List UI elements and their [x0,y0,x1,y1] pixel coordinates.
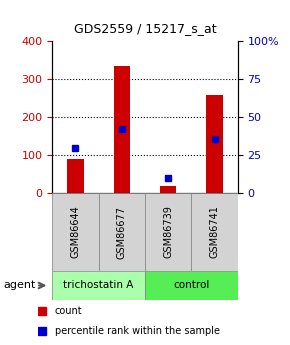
FancyBboxPatch shape [191,193,238,271]
Text: GSM86644: GSM86644 [70,206,80,258]
Text: GDS2559 / 15217_s_at: GDS2559 / 15217_s_at [74,22,216,36]
Text: GSM86739: GSM86739 [163,206,173,258]
Bar [114,66,130,193]
Text: agent: agent [3,280,35,290]
Bar [160,186,176,193]
FancyBboxPatch shape [99,193,145,271]
Text: percentile rank within the sample: percentile rank within the sample [55,326,220,336]
Text: control: control [173,280,210,290]
Text: GSM86677: GSM86677 [117,206,127,258]
Text: GSM86741: GSM86741 [210,206,220,258]
Text: trichostatin A: trichostatin A [64,280,134,290]
Text: count: count [55,306,82,315]
Bar [67,159,84,193]
FancyBboxPatch shape [145,193,191,271]
FancyBboxPatch shape [145,271,238,300]
FancyBboxPatch shape [52,271,145,300]
FancyBboxPatch shape [52,193,99,271]
Bar [206,95,223,193]
